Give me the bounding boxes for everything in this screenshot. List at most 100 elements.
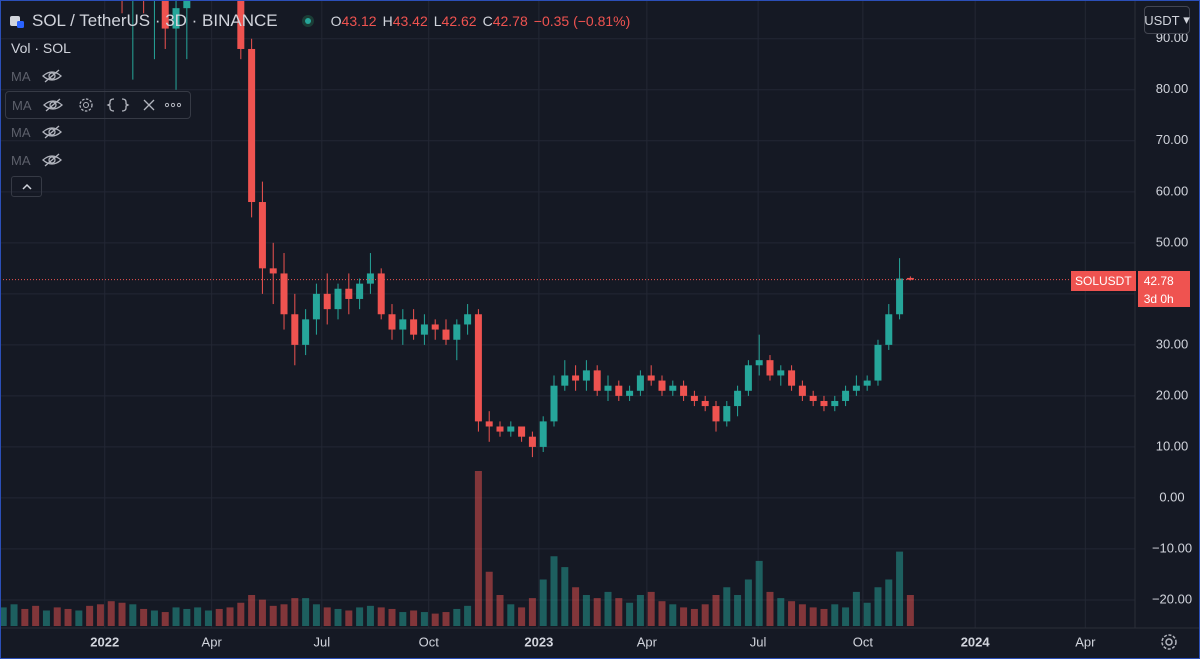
volume-bar xyxy=(10,604,18,626)
candle-body xyxy=(572,375,580,381)
candle-body xyxy=(431,324,439,330)
candle-body xyxy=(755,360,763,366)
volume-bar xyxy=(172,607,180,626)
volume-bar xyxy=(636,595,644,626)
candle-body xyxy=(237,0,245,49)
candle-body xyxy=(701,400,709,407)
ohlc-item: O43.12 xyxy=(331,13,377,29)
volume-bar xyxy=(0,607,7,626)
volume-legend[interactable]: Vol · SOL xyxy=(11,38,71,58)
y-tick-label: 20.00 xyxy=(1156,387,1189,402)
volume-bar xyxy=(820,608,828,626)
volume-bar xyxy=(21,608,29,626)
candle-body xyxy=(161,0,169,29)
candle-body xyxy=(528,436,536,447)
eye-off-icon[interactable] xyxy=(41,124,63,140)
candle-body xyxy=(248,48,256,203)
volume-bar xyxy=(906,595,914,626)
ma-label: MA xyxy=(11,68,31,84)
volume-bar xyxy=(885,579,893,626)
symbol-title[interactable]: SOL / TetherUS · 3D · BINANCE xyxy=(32,11,278,30)
candle-body xyxy=(615,385,623,396)
ohlc-value: 42.62 xyxy=(441,13,477,29)
candle-body xyxy=(777,370,785,376)
candle-body xyxy=(518,426,526,437)
candle-body xyxy=(280,273,288,315)
volume-bar xyxy=(53,607,61,626)
ma-legend[interactable]: MA xyxy=(5,91,191,119)
change: −0.35 (−0.81%) xyxy=(533,13,631,29)
candle-body xyxy=(258,202,266,269)
volume-bar xyxy=(690,608,698,626)
volume-bar xyxy=(302,598,310,626)
ma-legend[interactable]: MA xyxy=(11,66,63,86)
volume-bar xyxy=(118,602,126,626)
ohlc-value: 43.12 xyxy=(341,13,377,29)
volume-bar xyxy=(518,607,526,626)
volume-bar xyxy=(474,471,482,626)
volume-bar xyxy=(140,608,148,626)
volume-bar xyxy=(86,605,94,626)
market-status xyxy=(301,15,314,27)
volume-bar xyxy=(356,607,364,626)
candle-body xyxy=(788,370,796,386)
ohlc-label: H xyxy=(382,13,393,29)
ma-legend[interactable]: MA xyxy=(11,122,63,142)
volume-bar xyxy=(64,608,72,626)
volume-bar xyxy=(194,607,202,626)
volume-bar xyxy=(809,607,817,626)
candle-body xyxy=(561,375,569,386)
candle-body xyxy=(852,385,860,391)
ohlc-value: 43.42 xyxy=(392,13,428,29)
candle-body xyxy=(669,385,677,391)
y-tick-label: −20.00 xyxy=(1152,591,1192,606)
volume-bar xyxy=(604,591,612,626)
y-tick-label: 50.00 xyxy=(1156,234,1189,249)
candle-body xyxy=(442,329,450,340)
candle-body xyxy=(863,380,871,386)
y-tick-label: 80.00 xyxy=(1156,81,1189,96)
y-tick-label: 70.00 xyxy=(1156,132,1189,147)
eye-off-icon[interactable] xyxy=(41,68,63,84)
volume-bar xyxy=(798,604,806,626)
collapse-button[interactable] xyxy=(11,176,42,197)
volume-bar xyxy=(485,571,493,626)
volume-bar xyxy=(258,599,266,626)
volume-bar xyxy=(269,605,277,626)
candle-body xyxy=(712,406,720,422)
ohlc-item: H43.42 xyxy=(383,13,428,29)
candle-body xyxy=(723,406,731,422)
candle-body xyxy=(269,268,277,274)
ma-label: MA xyxy=(11,124,31,140)
ma-legend[interactable]: MA xyxy=(11,150,63,170)
currency-button[interactable]: USDT ▾ xyxy=(1144,6,1190,34)
volume-bar xyxy=(615,598,623,626)
x-tick-label: Oct xyxy=(853,634,874,649)
candle-body xyxy=(582,370,590,381)
candle-body xyxy=(334,288,342,310)
eye-off-icon[interactable] xyxy=(42,97,64,113)
last-price-label: SOLUSDT 42.78 3d 0h xyxy=(1071,271,1190,307)
volume-bar xyxy=(420,612,428,626)
volume-bar xyxy=(539,579,547,626)
volume-bar xyxy=(852,591,860,626)
y-tick-label: 30.00 xyxy=(1156,336,1189,351)
candle-body xyxy=(647,375,655,381)
volume-bar xyxy=(442,612,450,626)
eye-off-icon[interactable] xyxy=(41,152,63,168)
volume-bar xyxy=(669,604,677,626)
x-tick-label: Oct xyxy=(419,634,440,649)
volume-bar xyxy=(226,607,234,626)
y-tick-label: 10.00 xyxy=(1156,438,1189,453)
ma-tools[interactable] xyxy=(74,97,184,113)
candle-body xyxy=(626,390,634,396)
candle-body xyxy=(388,314,396,330)
volume-bar xyxy=(593,598,601,626)
candle-body xyxy=(399,319,407,330)
volume-bar xyxy=(323,607,331,626)
candle-body xyxy=(593,370,601,391)
candle-body xyxy=(507,426,515,432)
volume-bar xyxy=(744,579,752,626)
settings-icon[interactable] xyxy=(1161,634,1177,650)
volume-bar xyxy=(777,598,785,626)
